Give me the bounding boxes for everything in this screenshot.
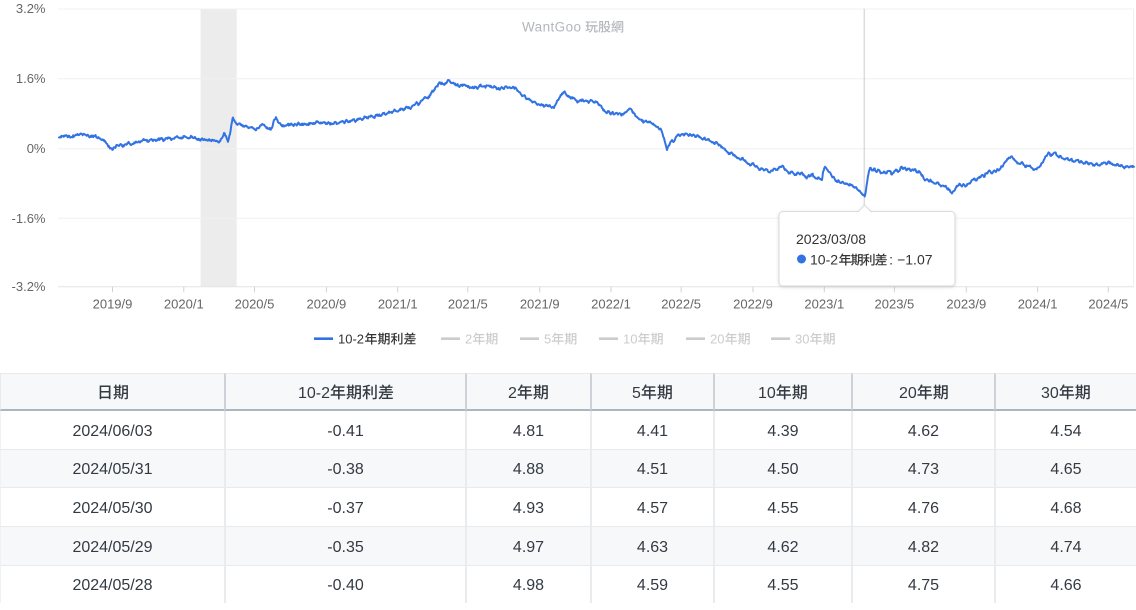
svg-text:2: 2: [508, 384, 517, 401]
svg-text:10: 10: [758, 384, 776, 401]
svg-text::: :: [889, 252, 893, 268]
svg-text:2020/5: 2020/5: [235, 297, 275, 312]
svg-text:2021/1: 2021/1: [378, 297, 418, 312]
svg-text:2022/5: 2022/5: [661, 297, 701, 312]
svg-text:2022/9: 2022/9: [733, 297, 773, 312]
svg-text:2022/1: 2022/1: [591, 297, 631, 312]
svg-text:2024/1: 2024/1: [1018, 297, 1058, 312]
svg-text:2023/9: 2023/9: [946, 297, 986, 312]
svg-text:10-2: 10-2: [338, 332, 364, 347]
svg-text:2023/03/08: 2023/03/08: [796, 231, 866, 247]
svg-text:20: 20: [899, 384, 917, 401]
svg-text:WantGoo: WantGoo: [522, 20, 581, 35]
svg-text:0%: 0%: [27, 141, 46, 156]
svg-text:5: 5: [544, 332, 551, 347]
svg-text:20: 20: [710, 332, 724, 347]
svg-text:5: 5: [632, 384, 641, 401]
svg-text:2020/9: 2020/9: [307, 297, 347, 312]
svg-text:2023/5: 2023/5: [875, 297, 915, 312]
svg-text:2021/9: 2021/9: [520, 297, 560, 312]
svg-text:2019/9: 2019/9: [93, 297, 133, 312]
svg-text:−1.07: −1.07: [897, 252, 933, 268]
svg-text:2020/1: 2020/1: [164, 297, 204, 312]
svg-text:1.6%: 1.6%: [16, 71, 46, 86]
svg-text:10: 10: [623, 332, 637, 347]
svg-text:-3.2%: -3.2%: [12, 279, 46, 294]
svg-text:2021/5: 2021/5: [448, 297, 488, 312]
svg-text:2024/5: 2024/5: [1088, 297, 1128, 312]
svg-text:10-2: 10-2: [810, 252, 838, 268]
svg-text:10-2: 10-2: [298, 385, 330, 402]
svg-text:-1.6%: -1.6%: [12, 211, 46, 226]
svg-text:2023/1: 2023/1: [804, 297, 844, 312]
svg-text:2: 2: [465, 332, 472, 347]
svg-text:30: 30: [795, 332, 809, 347]
svg-text:3.2%: 3.2%: [16, 1, 46, 16]
svg-text:30: 30: [1041, 384, 1059, 401]
